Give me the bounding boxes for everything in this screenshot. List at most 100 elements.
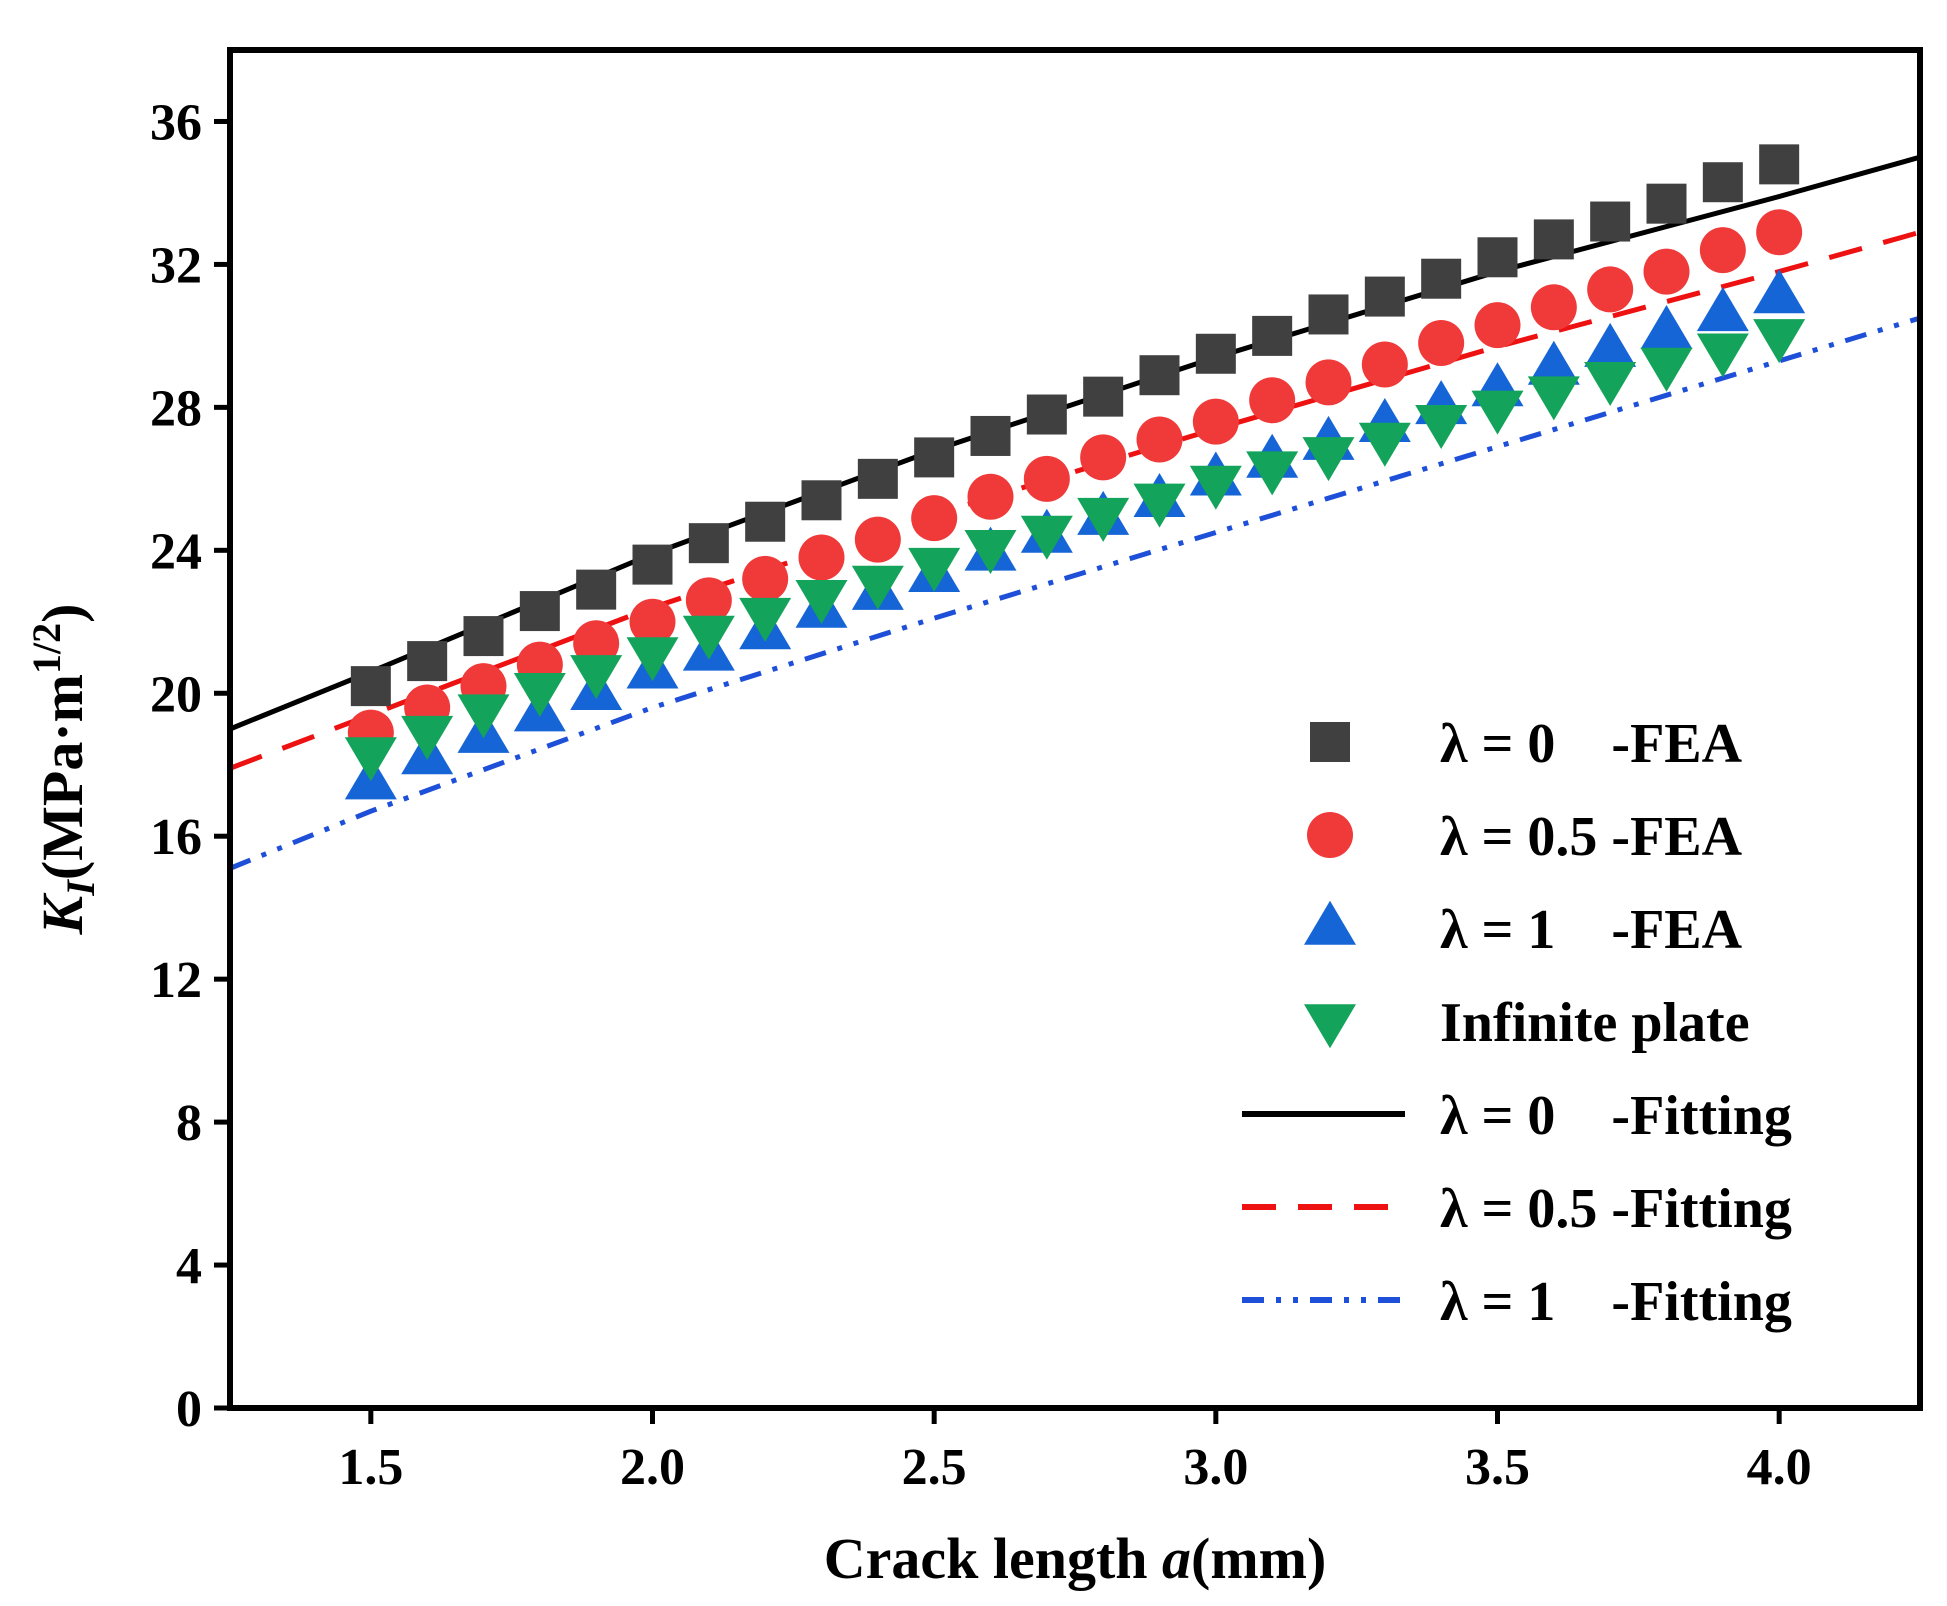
data-point-infinite-plate: [1527, 376, 1580, 421]
y-axis-title-unit-suffix: ): [30, 604, 95, 623]
data-point-infinite-plate: [1415, 404, 1468, 449]
data-point-lambda-0-5-fea: [1305, 359, 1352, 406]
data-point-infinite-plate: [908, 547, 961, 592]
y-tick-label: 0: [176, 1381, 202, 1438]
data-point-lambda-0-fea: [576, 569, 617, 610]
legend-label: λ = 0.5 -Fitting: [1440, 1178, 1792, 1240]
legend-item: Infinite plate: [1304, 992, 1750, 1054]
data-point-lambda-0-fea: [463, 616, 504, 657]
data-point-lambda-0-5-fea: [1418, 320, 1465, 367]
data-point-lambda-0-fea: [970, 415, 1011, 456]
data-point-lambda-0-5-fea: [685, 577, 732, 624]
data-point-infinite-plate: [513, 672, 566, 717]
y-axis-ticks: 0 4 8 12 16 20 24 28 32 36: [150, 94, 230, 1438]
data-point-lambda-0-5-fea: [1474, 302, 1521, 349]
data-point-lambda-0-fea: [1533, 219, 1574, 260]
data-point-infinite-plate: [795, 580, 848, 625]
legend-item: λ = 1 -FEA: [1304, 899, 1743, 961]
legend-symbol: [1310, 722, 1350, 762]
y-tick-label: 20: [150, 666, 202, 723]
data-point-lambda-1-fea: [1584, 322, 1637, 367]
data-point-infinite-plate: [964, 530, 1017, 575]
legend-symbol: [1304, 1004, 1356, 1049]
y-tick-label: 12: [150, 952, 202, 1009]
legend: λ = 0 -FEA λ = 0.5 -FEA λ = 1 -FEA Infinite…: [1242, 713, 1792, 1333]
x-axis-title-prefix: Crack length: [824, 1526, 1162, 1591]
legend-symbol: [1307, 812, 1353, 858]
data-point-lambda-0-5-fea: [911, 495, 958, 542]
y-tick-label: 32: [150, 237, 202, 294]
data-point-infinite-plate: [1020, 515, 1073, 560]
data-point-lambda-0-fea: [801, 480, 842, 521]
legend-label: Infinite plate: [1440, 992, 1750, 1054]
data-point-lambda-0-5-fea: [1699, 227, 1746, 274]
data-point-lambda-0-fea: [519, 591, 560, 632]
series-infinite-plate: [344, 319, 1806, 782]
x-axis-title-variable: a: [1162, 1526, 1191, 1591]
x-tick-label: 3.0: [1183, 1439, 1248, 1496]
y-axis-title: KI(MPa·m1/2): [24, 604, 103, 936]
data-point-infinite-plate: [1696, 333, 1749, 378]
x-tick-label: 2.5: [902, 1439, 967, 1496]
legend-item: λ = 0.5 -FEA: [1307, 806, 1743, 868]
y-axis-title-symbol: K: [30, 892, 95, 935]
y-tick-label: 8: [176, 1095, 202, 1152]
data-point-lambda-0-fea: [857, 458, 898, 499]
data-point-infinite-plate: [570, 655, 623, 700]
y-tick-label: 16: [150, 809, 202, 866]
y-tick-label: 24: [150, 523, 202, 580]
data-point-lambda-0-fea: [1421, 258, 1462, 299]
data-point-infinite-plate: [1133, 483, 1186, 528]
data-point-lambda-0-fea: [1195, 333, 1236, 374]
data-point-lambda-0-fea: [688, 523, 729, 564]
data-point-lambda-0-5-fea: [742, 555, 789, 602]
data-point-infinite-plate: [1358, 422, 1411, 467]
legend-label: λ = 0.5 -FEA: [1440, 806, 1743, 868]
x-axis-title-unit: (mm): [1191, 1526, 1326, 1591]
data-point-lambda-0-5-fea: [1023, 455, 1070, 502]
data-point-lambda-0-5-fea: [1587, 266, 1634, 313]
legend-item: λ = 0 -Fitting: [1242, 1085, 1792, 1147]
data-point-lambda-0-fea: [1702, 162, 1743, 203]
legend-symbol: [1304, 900, 1356, 945]
legend-label: λ = 0 -Fitting: [1440, 1085, 1792, 1147]
data-point-lambda-0-fea: [350, 666, 391, 707]
data-point-lambda-1-fea: [1753, 269, 1806, 314]
data-point-lambda-0-fea: [407, 641, 448, 682]
series-lambda-0-fea: [350, 144, 1800, 707]
plot-frame: [227, 47, 1923, 1411]
data-point-lambda-0-5-fea: [1530, 284, 1577, 331]
data-point-lambda-0-5-fea: [1080, 434, 1127, 481]
x-tick-label: 2.0: [620, 1439, 685, 1496]
y-tick-label: 28: [150, 380, 202, 437]
data-point-lambda-0-5-fea: [798, 534, 845, 581]
legend-item: λ = 1 -Fitting: [1242, 1271, 1792, 1333]
data-point-infinite-plate: [1753, 319, 1806, 364]
y-tick-label: 36: [150, 94, 202, 151]
x-tick-label: 4.0: [1747, 1439, 1812, 1496]
data-point-infinite-plate: [1189, 465, 1242, 510]
data-point-lambda-0-fea: [914, 437, 955, 478]
data-point-lambda-1-fea: [1640, 305, 1693, 350]
data-point-infinite-plate: [1246, 451, 1299, 496]
y-axis-title-superscript: 1/2: [24, 623, 69, 674]
series-lambda-0-5-fea: [347, 209, 1803, 756]
x-tick-label: 1.5: [338, 1439, 403, 1496]
data-point-lambda-0-5-fea: [573, 620, 620, 667]
data-point-lambda-0-5-fea: [1192, 398, 1239, 445]
data-point-lambda-0-fea: [1646, 183, 1687, 224]
y-tick-label: 4: [176, 1238, 202, 1295]
data-point-infinite-plate: [1471, 390, 1524, 435]
data-point-infinite-plate: [1640, 347, 1693, 392]
data-point-lambda-0-fea: [1308, 294, 1349, 335]
data-point-infinite-plate: [682, 615, 735, 660]
legend-label: λ = 1 -Fitting: [1440, 1271, 1792, 1333]
data-point-lambda-0-fea: [1026, 394, 1067, 435]
data-point-infinite-plate: [457, 694, 510, 739]
data-point-lambda-0-fea: [1759, 144, 1800, 185]
x-axis-ticks: 1.5 2.0 2.5 3.0 3.5 4.0: [338, 1408, 1812, 1496]
data-point-infinite-plate: [1077, 497, 1130, 542]
legend-item: λ = 0.5 -Fitting: [1242, 1178, 1792, 1240]
data-point-infinite-plate: [851, 565, 904, 610]
